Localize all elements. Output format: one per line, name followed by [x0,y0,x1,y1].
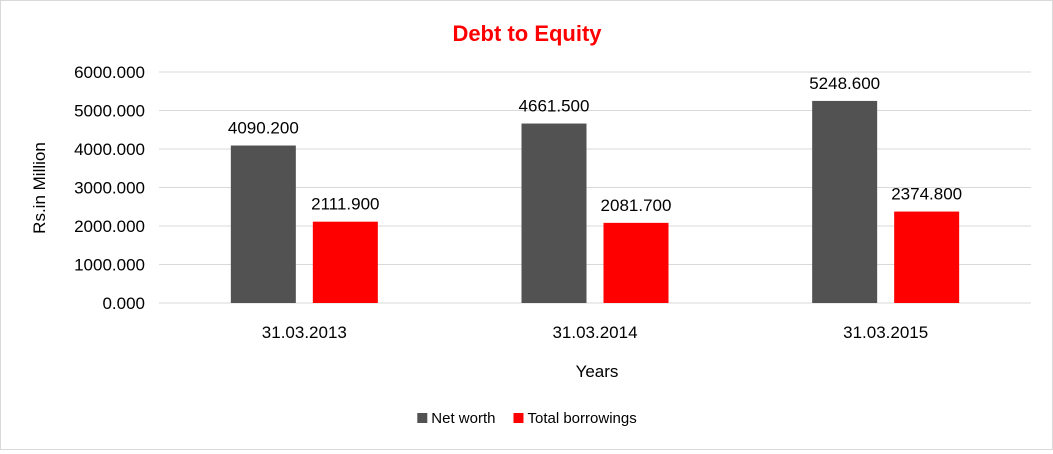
data-label: 2374.800 [891,185,962,204]
y-tick-label: 2000.000 [74,217,145,236]
legend-items: Net worth Total borrowings [417,410,637,427]
legend-swatch [417,413,428,423]
x-axis-title: Years [576,362,619,381]
y-axis-title: Rs.in Million [30,142,49,234]
data-label: 2081.700 [601,196,672,215]
data-labels: 4090.200 2111.900 4661.500 2081.700 5248.600… [228,74,962,215]
bar-total-borrowings [312,221,378,303]
legend: Net worth Total borrowings [417,410,637,427]
y-tick-label: 0.000 [102,294,145,313]
chart-title: Debt to Equity [452,21,602,46]
x-category-label: 31.03.2014 [552,323,637,342]
gridlines [159,71,1031,304]
y-axis-ticks: 0.000 1000.000 2000.000 3000.000 4000.000 500… [74,63,145,313]
bar-total-borrowings [603,222,669,303]
legend-label: Total borrowings [527,410,636,427]
bar-net-worth [812,100,878,304]
data-label: 4661.500 [519,97,590,116]
y-tick-label: 4000.000 [74,140,145,159]
x-category-label: 31.03.2015 [843,323,928,342]
bar-net-worth [521,123,587,303]
y-tick-label: 3000.000 [74,179,145,198]
x-category-label: 31.03.2013 [262,323,347,342]
y-tick-label: 5000.000 [74,102,145,121]
legend-label: Net worth [431,410,495,427]
data-label: 2111.900 [311,195,379,214]
legend-swatch [513,413,524,423]
y-tick-label: 1000.000 [74,256,145,275]
x-axis-categories: 31.03.2013 31.03.2014 31.03.2015 [262,323,928,342]
bar-net-worth [230,145,296,303]
bar-total-borrowings [894,211,960,303]
data-label: 4090.200 [228,119,299,138]
data-label: 5248.600 [809,74,880,93]
bars [230,100,960,304]
y-tick-label: 6000.000 [74,63,145,82]
